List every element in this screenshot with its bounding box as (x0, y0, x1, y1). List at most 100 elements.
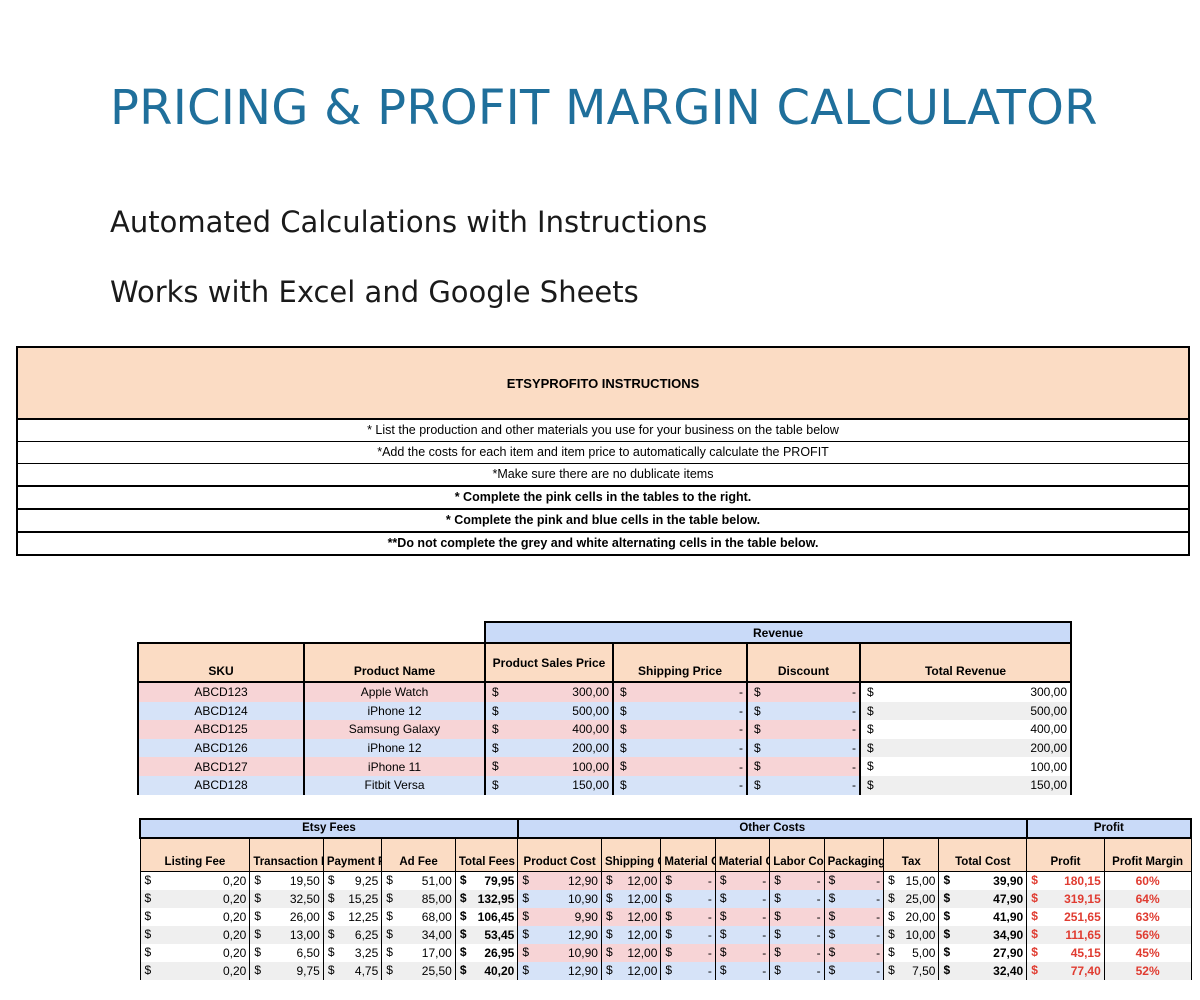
payment-fee-cell[interactable]: $15,25 (322, 890, 383, 908)
total-fees-cell[interactable]: $132,95 (454, 890, 519, 908)
labor-cost-cell[interactable]: $ - (769, 890, 825, 908)
payment-fee-cell[interactable]: $4,75 (322, 962, 383, 980)
sales-price-cell[interactable]: $150,00 (484, 775, 614, 795)
profit-margin-cell[interactable]: 63% (1103, 908, 1192, 926)
discount-cell[interactable]: $ - (746, 701, 861, 721)
listing-fee-cell[interactable]: $0,20 (139, 962, 251, 980)
packaging-cost-cell[interactable]: $ - (823, 908, 885, 926)
ad-fee-cell[interactable]: $85,00 (381, 890, 456, 908)
sales-price-cell[interactable]: $300,00 (484, 682, 614, 702)
tax-cell[interactable]: $5,00 (883, 944, 940, 962)
shipping-cost-cell[interactable]: $12,00 (600, 944, 662, 962)
profit-cell[interactable]: $180,15 (1026, 871, 1105, 890)
transaction-fees-cell[interactable]: $6,50 (249, 944, 324, 962)
labor-cost-cell[interactable]: $ - (769, 926, 825, 944)
material-cost-2-cell[interactable]: $ - (714, 962, 771, 980)
total-cost-cell[interactable]: $32,40 (938, 962, 1028, 980)
total-cost-cell[interactable]: $47,90 (938, 890, 1028, 908)
payment-fee-cell[interactable]: $6,25 (322, 926, 383, 944)
packaging-cost-cell[interactable]: $ - (823, 944, 885, 962)
discount-cell[interactable]: $ - (746, 775, 861, 795)
sku-cell[interactable]: ABCD128 (137, 775, 305, 795)
profit-cell[interactable]: $251,65 (1026, 908, 1105, 926)
material-cost-2-cell[interactable]: $ - (714, 890, 771, 908)
material-cost-1-cell[interactable]: $ - (660, 908, 716, 926)
total-fees-cell[interactable]: $79,95 (454, 871, 519, 890)
sku-cell[interactable]: ABCD126 (137, 738, 305, 758)
product-cost-cell[interactable]: $10,90 (517, 890, 602, 908)
total-cost-cell[interactable]: $41,90 (938, 908, 1028, 926)
material-cost-1-cell[interactable]: $ - (660, 926, 716, 944)
total-fees-cell[interactable]: $26,95 (454, 944, 519, 962)
tax-cell[interactable]: $20,00 (883, 908, 940, 926)
sales-price-cell[interactable]: $100,00 (484, 757, 614, 776)
total-cost-cell[interactable]: $34,90 (938, 926, 1028, 944)
total-revenue-cell[interactable]: $150,00 (858, 775, 1073, 795)
sku-cell[interactable]: ABCD125 (137, 720, 305, 739)
ad-fee-cell[interactable]: $25,50 (381, 962, 456, 980)
listing-fee-cell[interactable]: $0,20 (139, 908, 251, 926)
material-cost-1-cell[interactable]: $ - (660, 890, 716, 908)
profit-margin-cell[interactable]: 64% (1103, 890, 1192, 908)
product-name-cell[interactable]: Samsung Galaxy (303, 720, 486, 739)
sales-price-cell[interactable]: $200,00 (484, 738, 614, 758)
product-name-cell[interactable]: Apple Watch (303, 682, 486, 702)
product-name-cell[interactable]: iPhone 12 (303, 738, 486, 758)
product-cost-cell[interactable]: $9,90 (517, 908, 602, 926)
shipping-price-cell[interactable]: $ - (612, 775, 748, 795)
shipping-cost-cell[interactable]: $12,00 (600, 908, 662, 926)
transaction-fees-cell[interactable]: $26,00 (249, 908, 324, 926)
ad-fee-cell[interactable]: $68,00 (381, 908, 456, 926)
ad-fee-cell[interactable]: $34,00 (381, 926, 456, 944)
shipping-cost-cell[interactable]: $12,00 (600, 890, 662, 908)
shipping-cost-cell[interactable]: $12,00 (600, 926, 662, 944)
profit-cell[interactable]: $45,15 (1026, 944, 1105, 962)
product-cost-cell[interactable]: $12,90 (517, 926, 602, 944)
product-cost-cell[interactable]: $10,90 (517, 944, 602, 962)
material-cost-1-cell[interactable]: $ - (660, 944, 716, 962)
transaction-fees-cell[interactable]: $19,50 (249, 871, 324, 890)
discount-cell[interactable]: $ - (746, 738, 861, 758)
total-fees-cell[interactable]: $53,45 (454, 926, 519, 944)
shipping-price-cell[interactable]: $ - (612, 682, 748, 702)
material-cost-2-cell[interactable]: $ - (714, 944, 771, 962)
shipping-price-cell[interactable]: $ - (612, 701, 748, 721)
sku-cell[interactable]: ABCD123 (137, 682, 305, 702)
material-cost-2-cell[interactable]: $ - (714, 871, 771, 890)
total-cost-cell[interactable]: $39,90 (938, 871, 1028, 890)
total-revenue-cell[interactable]: $200,00 (858, 738, 1073, 758)
transaction-fees-cell[interactable]: $32,50 (249, 890, 324, 908)
total-revenue-cell[interactable]: $100,00 (858, 757, 1073, 776)
total-cost-cell[interactable]: $27,90 (938, 944, 1028, 962)
shipping-price-cell[interactable]: $ - (612, 720, 748, 739)
profit-margin-cell[interactable]: 45% (1103, 944, 1192, 962)
sales-price-cell[interactable]: $400,00 (484, 720, 614, 739)
tax-cell[interactable]: $25,00 (883, 890, 940, 908)
profit-margin-cell[interactable]: 60% (1103, 871, 1192, 890)
transaction-fees-cell[interactable]: $13,00 (249, 926, 324, 944)
discount-cell[interactable]: $ - (746, 757, 861, 776)
material-cost-2-cell[interactable]: $ - (714, 908, 771, 926)
product-name-cell[interactable]: iPhone 12 (303, 701, 486, 721)
shipping-price-cell[interactable]: $ - (612, 738, 748, 758)
profit-margin-cell[interactable]: 52% (1103, 962, 1192, 980)
transaction-fees-cell[interactable]: $9,75 (249, 962, 324, 980)
labor-cost-cell[interactable]: $ - (769, 871, 825, 890)
profit-cell[interactable]: $77,40 (1026, 962, 1105, 980)
listing-fee-cell[interactable]: $0,20 (139, 890, 251, 908)
tax-cell[interactable]: $10,00 (883, 926, 940, 944)
payment-fee-cell[interactable]: $12,25 (322, 908, 383, 926)
total-revenue-cell[interactable]: $300,00 (858, 682, 1073, 702)
labor-cost-cell[interactable]: $ - (769, 908, 825, 926)
listing-fee-cell[interactable]: $0,20 (139, 871, 251, 890)
total-fees-cell[interactable]: $40,20 (454, 962, 519, 980)
total-fees-cell[interactable]: $106,45 (454, 908, 519, 926)
product-name-cell[interactable]: iPhone 11 (303, 757, 486, 776)
listing-fee-cell[interactable]: $0,20 (139, 926, 251, 944)
payment-fee-cell[interactable]: $9,25 (322, 871, 383, 890)
profit-cell[interactable]: $111,65 (1026, 926, 1105, 944)
packaging-cost-cell[interactable]: $ - (823, 890, 885, 908)
product-cost-cell[interactable]: $12,90 (517, 962, 602, 980)
profit-margin-cell[interactable]: 56% (1103, 926, 1192, 944)
product-cost-cell[interactable]: $12,90 (517, 871, 602, 890)
